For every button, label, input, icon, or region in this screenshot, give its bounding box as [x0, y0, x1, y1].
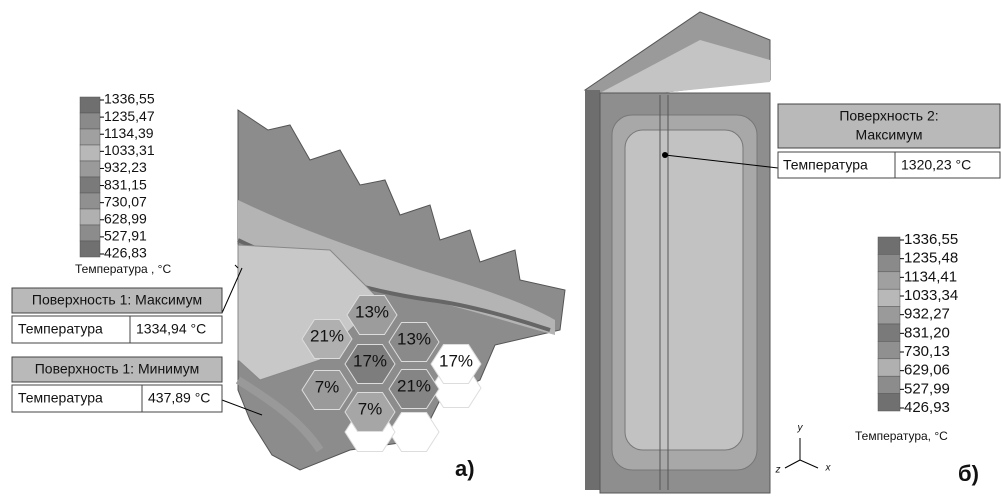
axis-triad — [785, 438, 818, 468]
legend-swatch — [878, 341, 900, 358]
legend-label: 1134,39 — [104, 125, 154, 141]
percentage-label: 7% — [358, 399, 383, 418]
legend-label: 1235,47 — [104, 108, 155, 124]
legend-label: 831,20 — [904, 324, 950, 341]
legend-label: 1033,34 — [904, 287, 958, 304]
legend-swatch — [80, 161, 100, 177]
percentage-label: 13% — [355, 302, 389, 321]
axis-label: z — [775, 465, 781, 476]
legend-label: 527,91 — [104, 228, 147, 244]
callout-title: Максимум — [856, 127, 923, 143]
figure: 1336,551235,471134,391033,31932,23831,15… — [0, 0, 1001, 496]
callout-label: Температура — [18, 390, 103, 406]
panel-label: а) — [455, 456, 475, 481]
legend-swatch — [878, 272, 900, 289]
legend-swatch — [80, 241, 100, 257]
legend-swatch — [878, 289, 900, 306]
legend-label: 426,83 — [104, 245, 147, 261]
legend-swatch — [80, 113, 100, 129]
legend-swatch — [80, 209, 100, 225]
callout-title: Поверхность 1: Максимум — [32, 292, 202, 308]
axis-label: y — [797, 423, 804, 434]
legend-swatch — [878, 324, 900, 341]
legend-label: 426,93 — [904, 399, 950, 416]
model-b — [585, 12, 770, 493]
callout-value: 1334,94 °С — [136, 321, 206, 337]
legend-swatch — [878, 394, 900, 411]
legend-swatch — [878, 237, 900, 254]
legend-label: 1033,31 — [104, 142, 155, 158]
legend-swatch — [80, 177, 100, 193]
legend-swatch — [878, 307, 900, 324]
legend-label: 1235,48 — [904, 250, 958, 267]
callout-value: 1320,23 °С — [901, 157, 971, 173]
legend-swatch — [878, 254, 900, 271]
legend-label: 932,23 — [104, 159, 147, 175]
callout-label: Температура — [783, 157, 868, 173]
percentage-label: 21% — [397, 376, 431, 395]
panel-label: б) — [958, 461, 979, 486]
percentage-label: 17% — [353, 351, 387, 370]
legend-swatch — [80, 97, 100, 113]
callout-label: Температура — [18, 321, 103, 337]
legend-swatch — [80, 129, 100, 145]
legend-label: 527,99 — [904, 380, 950, 397]
callout-title: Поверхность 1: Минимум — [35, 361, 200, 377]
percentage-label: 13% — [397, 329, 431, 348]
legend-label: 730,13 — [904, 343, 950, 360]
legend-swatch — [878, 376, 900, 393]
legend-swatch — [80, 225, 100, 241]
legend-label: 628,99 — [104, 210, 147, 226]
max-point — [662, 152, 668, 158]
legend-swatch — [80, 145, 100, 161]
legend-swatch — [878, 359, 900, 376]
legend-label: 932,27 — [904, 306, 950, 323]
legend-title: Температура, °С — [855, 429, 948, 443]
legend-title: Температура , °С — [75, 262, 171, 276]
percentage-label: 7% — [315, 377, 340, 396]
legend-label: 629,06 — [904, 362, 950, 379]
legend-label: 1336,55 — [104, 91, 155, 107]
percentage-label: 21% — [310, 326, 344, 345]
legend-label: 1336,55 — [904, 231, 958, 248]
percentage-label: 17% — [439, 351, 473, 370]
legend-label: 730,07 — [104, 193, 147, 209]
legend-swatch — [80, 193, 100, 209]
axis-label: x — [825, 463, 832, 474]
callout-title: Поверхность 2: — [839, 108, 938, 124]
legend-label: 831,15 — [104, 176, 147, 192]
callout-value: 437,89 °С — [148, 390, 210, 406]
legend-label: 1134,41 — [904, 268, 957, 285]
